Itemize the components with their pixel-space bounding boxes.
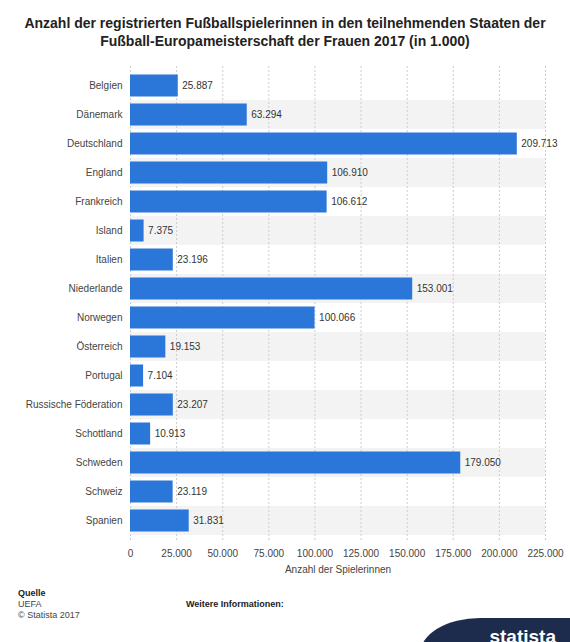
svg-text:Schweden: Schweden (76, 457, 123, 468)
svg-text:7.104: 7.104 (148, 370, 173, 381)
svg-text:Island: Island (96, 225, 123, 236)
html-text:Quelle: Quelle (18, 588, 46, 598)
svg-text:150.000: 150.000 (389, 548, 426, 559)
svg-text:153.001: 153.001 (417, 283, 454, 294)
svg-text:25.887: 25.887 (182, 80, 213, 91)
svg-text:Spanien: Spanien (86, 515, 123, 526)
svg-text:7.375: 7.375 (148, 225, 173, 236)
svg-text:0: 0 (128, 548, 134, 559)
svg-text:23.119: 23.119 (177, 486, 207, 497)
svg-text:63.294: 63.294 (251, 109, 282, 120)
svg-text:Schottland: Schottland (75, 428, 122, 439)
svg-text:125.000: 125.000 (343, 548, 380, 559)
svg-text:179.050: 179.050 (465, 457, 502, 468)
svg-text:Norwegen: Norwegen (77, 312, 123, 323)
svg-text:19.153: 19.153 (170, 341, 201, 352)
svg-text:England: England (86, 167, 123, 178)
svg-text:Russische Föderation: Russische Föderation (26, 399, 123, 410)
html-text:© Statista 2017: © Statista 2017 (18, 610, 80, 620)
svg-text:Österreich: Österreich (76, 341, 122, 352)
svg-text:Schweiz: Schweiz (85, 486, 122, 497)
svg-text:50.000: 50.000 (207, 548, 238, 559)
html-text:Weitere Informationen:: Weitere Informationen: (186, 599, 284, 609)
svg-text:Belgien: Belgien (89, 80, 122, 91)
svg-text:23.196: 23.196 (177, 254, 208, 265)
svg-text:106.910: 106.910 (332, 167, 369, 178)
svg-text:Deutschland: Deutschland (67, 138, 123, 149)
svg-text:Portugal: Portugal (85, 370, 122, 381)
svg-text:75.000: 75.000 (254, 548, 285, 559)
html-text:UEFA: UEFA (18, 599, 42, 609)
svg-text:Dänemark: Dänemark (76, 109, 123, 120)
svg-text:31.831: 31.831 (193, 515, 224, 526)
svg-text:23.207: 23.207 (177, 399, 208, 410)
svg-text:225.000: 225.000 (527, 548, 564, 559)
html-text:Anzahl der registrierten Fußba: Anzahl der registrierten Fußballspieleri… (24, 15, 546, 49)
svg-text:25.000: 25.000 (161, 548, 192, 559)
svg-text:100.000: 100.000 (297, 548, 334, 559)
svg-text:Niederlande: Niederlande (69, 283, 123, 294)
svg-text:100.066: 100.066 (319, 312, 356, 323)
svg-text:Anzahl der Spielerinnen: Anzahl der Spielerinnen (285, 564, 391, 575)
svg-text:106.612: 106.612 (331, 196, 368, 207)
svg-text:175.000: 175.000 (435, 548, 472, 559)
svg-text:200.000: 200.000 (481, 548, 518, 559)
svg-text:Italien: Italien (96, 254, 123, 265)
svg-text:209.713: 209.713 (521, 138, 558, 149)
svg-text:Frankreich: Frankreich (75, 196, 122, 207)
svg-text:10.913: 10.913 (155, 428, 186, 439)
